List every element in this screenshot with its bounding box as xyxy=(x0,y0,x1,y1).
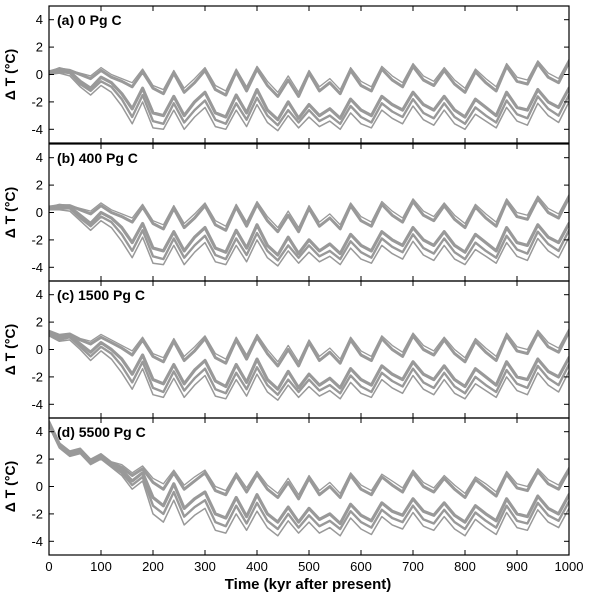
x-tick-label: 0 xyxy=(45,559,52,574)
x-tick-label: 300 xyxy=(194,559,216,574)
x-tick-label: 100 xyxy=(90,559,112,574)
panel-label: (c) 1500 Pg C xyxy=(57,287,145,303)
series-line-4 xyxy=(49,420,569,496)
y-tick-label: -2 xyxy=(31,94,43,109)
y-tick-label: -4 xyxy=(31,122,43,137)
x-tick-label: 900 xyxy=(506,559,528,574)
y-axis-label: Δ T (°C) xyxy=(2,49,18,100)
y-axis-label: Δ T (°C) xyxy=(2,187,18,238)
x-tick-label: 700 xyxy=(402,559,424,574)
series-line-0 xyxy=(49,205,569,257)
panels: -4 -2 0 2 4 (a) 0 Pg C Δ T (°C) -4 -2 0 2 4 (b) 400 … xyxy=(2,5,584,574)
panel-0: -4 -2 0 2 4 (a) 0 Pg C Δ T (°C) xyxy=(2,5,570,144)
y-tick-label: 4 xyxy=(36,12,43,27)
y-tick-label: 4 xyxy=(36,287,43,302)
series-line-2 xyxy=(49,425,569,537)
series-line-3 xyxy=(49,420,569,501)
series-group xyxy=(49,420,569,537)
y-axis-label: Δ T (°C) xyxy=(2,324,18,375)
y-tick-label: 0 xyxy=(36,342,43,357)
series-line-1 xyxy=(49,207,569,262)
y-tick-label: 4 xyxy=(36,150,43,165)
series-line-4 xyxy=(49,58,569,93)
series-line-2 xyxy=(49,335,569,401)
y-tick-label: 0 xyxy=(36,67,43,82)
y-tick-label: -4 xyxy=(31,534,43,549)
x-tick-label: 500 xyxy=(298,559,320,574)
series-group xyxy=(49,194,569,267)
panel-label: (a) 0 Pg C xyxy=(57,12,122,28)
y-tick-label: -4 xyxy=(31,397,43,412)
y-tick-label: -2 xyxy=(31,506,43,521)
x-axis-label: Time (kyr after present) xyxy=(225,576,391,593)
series-line-4 xyxy=(49,194,569,229)
series-line-1 xyxy=(49,333,569,396)
x-tick-label: 400 xyxy=(246,559,268,574)
y-tick-label: 4 xyxy=(36,424,43,439)
series-line-2 xyxy=(49,72,569,132)
y-tick-label: 2 xyxy=(36,315,43,330)
y-tick-label: -2 xyxy=(31,232,43,247)
series-line-2 xyxy=(49,209,569,267)
series-line-0 xyxy=(49,421,569,526)
panel-label: (b) 400 Pg C xyxy=(57,150,138,166)
panel-1: -4 -2 0 2 4 (b) 400 Pg C Δ T (°C) xyxy=(2,143,570,282)
y-tick-label: -4 xyxy=(31,260,43,275)
series-group xyxy=(49,328,569,401)
x-tick-label: 600 xyxy=(350,559,372,574)
series-line-3 xyxy=(49,330,569,368)
y-tick-label: -2 xyxy=(31,369,43,384)
y-tick-label: 0 xyxy=(36,205,43,220)
y-axis-label: Δ T (°C) xyxy=(2,461,18,512)
series-line-0 xyxy=(49,331,569,391)
series-line-0 xyxy=(49,68,569,122)
y-tick-label: 0 xyxy=(36,479,43,494)
panel-2: -4 -2 0 2 4 (c) 1500 Pg C Δ T (°C) xyxy=(2,280,570,419)
x-tick-label: 200 xyxy=(142,559,164,574)
series-line-3 xyxy=(49,195,569,234)
panel-3: -4 -2 0 2 4 0 100 200 300 400 500 600 700 800 900 1000 (… xyxy=(2,417,584,574)
panel-label: (d) 5500 Pg C xyxy=(57,424,146,440)
series-line-1 xyxy=(49,423,569,531)
series-line-4 xyxy=(49,328,569,363)
y-tick-label: 2 xyxy=(36,452,43,467)
y-tick-label: 2 xyxy=(36,40,43,55)
x-tick-label: 1000 xyxy=(555,559,584,574)
y-tick-label: 2 xyxy=(36,178,43,193)
x-tick-label: 800 xyxy=(454,559,476,574)
series-group xyxy=(49,58,569,132)
series-line-3 xyxy=(49,60,569,98)
series-line-1 xyxy=(49,70,569,127)
